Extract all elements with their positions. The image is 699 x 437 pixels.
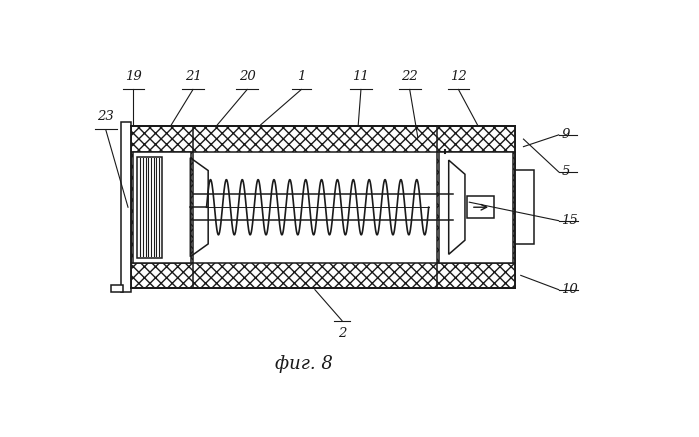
Text: фиг. 8: фиг. 8 — [275, 355, 333, 373]
Text: 23: 23 — [97, 110, 114, 123]
Text: 22: 22 — [401, 70, 418, 83]
Bar — [515, 170, 534, 244]
Text: 19: 19 — [125, 70, 142, 83]
Text: 12: 12 — [450, 70, 467, 83]
Text: 11: 11 — [352, 70, 369, 83]
Text: 10: 10 — [561, 283, 578, 296]
Text: 15: 15 — [561, 214, 578, 227]
Bar — [437, 126, 515, 288]
Bar — [134, 152, 192, 263]
Bar — [131, 126, 193, 288]
Bar — [121, 122, 131, 292]
Text: 2: 2 — [338, 327, 346, 340]
Bar — [131, 263, 515, 288]
Bar — [440, 152, 512, 263]
Bar — [131, 126, 515, 288]
Bar — [111, 284, 123, 292]
Text: 9: 9 — [561, 128, 570, 142]
Bar — [467, 197, 493, 218]
Text: 21: 21 — [185, 70, 201, 83]
Text: 20: 20 — [239, 70, 256, 83]
Bar — [137, 157, 162, 258]
Text: 1: 1 — [297, 70, 305, 83]
Text: 5: 5 — [561, 165, 570, 178]
Bar — [131, 126, 515, 152]
